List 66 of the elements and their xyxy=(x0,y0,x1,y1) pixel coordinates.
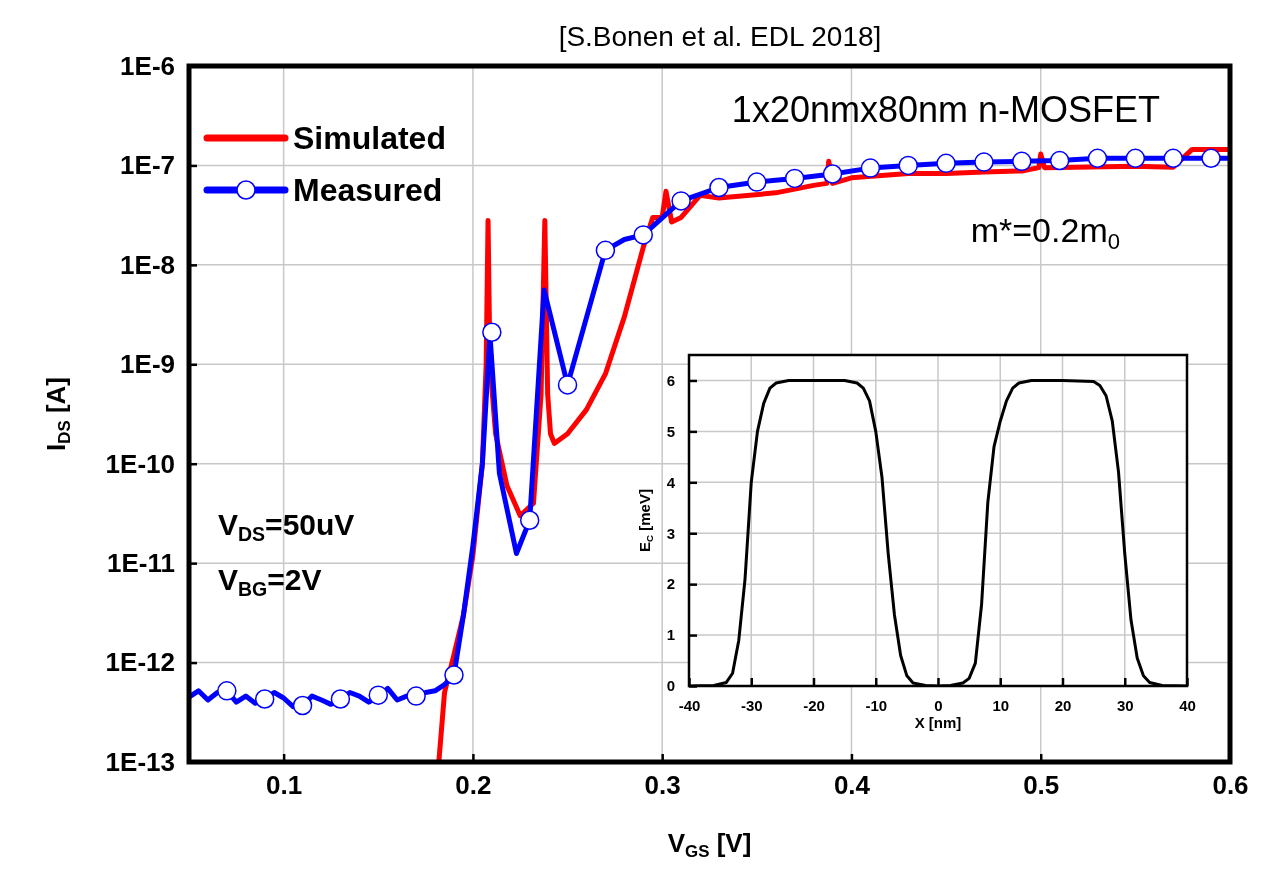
annotation: V$_{BG}$=2V xyxy=(218,563,322,600)
point xyxy=(1201,148,1221,169)
x-tick-label: 0.6 xyxy=(1212,770,1249,801)
x-tick-label: 0.1 xyxy=(266,770,303,801)
x-tick-label: 20 xyxy=(1054,696,1072,714)
x-tick-label: -10 xyxy=(865,696,888,714)
point xyxy=(254,689,275,709)
point xyxy=(822,164,843,184)
point xyxy=(709,177,729,198)
x-tick-label: -30 xyxy=(740,696,763,714)
x-tick-label: 10 xyxy=(992,696,1010,714)
legend-label: Measured xyxy=(293,172,443,208)
point xyxy=(217,681,237,701)
y-tick-label: 4 xyxy=(666,473,676,491)
point xyxy=(784,168,805,189)
annotation: m*=0.2m$_{0}$ xyxy=(970,211,1120,254)
point xyxy=(482,322,502,342)
point xyxy=(557,375,578,395)
x-tick-label: 0.2 xyxy=(455,770,492,801)
y-tick-label: 1E-11 xyxy=(107,547,175,578)
annotation: V$_{DS}$=50uV xyxy=(218,508,355,545)
y-tick-label: 1E-8 xyxy=(120,249,175,280)
x-axis-title: V$_{GS}$ [V] xyxy=(667,828,752,862)
y-tick-label: 6 xyxy=(666,371,675,389)
x-tick-label: 0 xyxy=(934,696,943,714)
point xyxy=(406,686,426,706)
y-tick-label: 1E-13 xyxy=(105,746,175,777)
x-tick-label: 0.3 xyxy=(644,770,681,801)
point xyxy=(1125,148,1146,169)
point xyxy=(330,689,351,709)
x-tick-label: 0.5 xyxy=(1023,770,1060,801)
y-tick-label: 5 xyxy=(666,422,675,440)
x-tick-label: 0.4 xyxy=(833,770,871,801)
y-tick-label: 1E-12 xyxy=(105,647,175,678)
y-tick-label: 1E-10 xyxy=(105,448,175,479)
point xyxy=(292,695,313,716)
point xyxy=(595,240,616,261)
point xyxy=(1087,148,1108,169)
x-axis-title: X [nm] xyxy=(914,714,962,731)
y-tick-label: 1E-6 xyxy=(120,50,175,81)
y-tick-label: 1E-7 xyxy=(120,150,175,181)
y-tick-label: 3 xyxy=(666,524,675,542)
point xyxy=(1049,150,1070,171)
x-tick-label: -20 xyxy=(803,696,825,714)
x-tick-label: 30 xyxy=(1116,696,1134,714)
y-tick-label: 1E-9 xyxy=(120,349,175,380)
annotation: 1x20nmx80nm n-MOSFET xyxy=(731,89,1160,130)
point xyxy=(860,158,881,178)
x-tick-label: 40 xyxy=(1179,696,1196,714)
point xyxy=(444,665,464,685)
y-tick-label: 1 xyxy=(666,626,675,644)
point xyxy=(519,510,540,530)
point xyxy=(671,191,691,211)
x-tick-label: -40 xyxy=(678,696,701,714)
text: [S.Bonen et al. EDL 2018] xyxy=(558,21,882,52)
y-tick-label: 2 xyxy=(666,575,675,593)
point xyxy=(1163,148,1183,169)
y-tick-label: 0 xyxy=(666,677,675,695)
point xyxy=(898,155,918,176)
point xyxy=(1012,151,1032,172)
point xyxy=(974,152,994,172)
point xyxy=(936,153,956,174)
point xyxy=(633,225,653,245)
point xyxy=(368,685,389,705)
point xyxy=(747,172,767,192)
legend-label: Simulated xyxy=(293,120,446,156)
